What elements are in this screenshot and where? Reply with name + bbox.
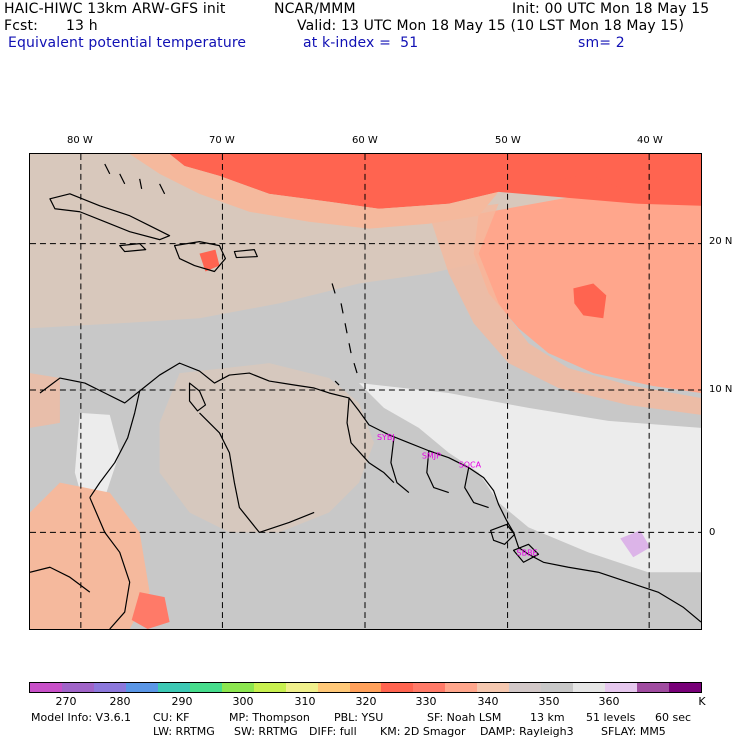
field-peach-west	[30, 373, 60, 428]
colorbar-tick: 340	[477, 695, 499, 708]
footer-mp: MP: Thompson	[229, 711, 310, 724]
colorbar-tick: 350	[538, 695, 560, 708]
lon-label: 70 W	[209, 135, 235, 146]
colorbar-tick: 270	[55, 695, 77, 708]
footer-sw: SW: RRTMG	[234, 725, 298, 738]
colorbar-swatch	[541, 683, 574, 692]
station-sbbe: SBBE	[517, 548, 538, 557]
colorbar	[29, 682, 702, 693]
field-light-band	[359, 383, 701, 573]
footer-diff: DIFF: full	[309, 725, 357, 738]
footer-lw: LW: RRTMG	[153, 725, 215, 738]
footer-damp: DAMP: Rayleigh3	[480, 725, 574, 738]
center-label: NCAR/MMM	[274, 1, 356, 17]
station-sybj: SYBJ	[377, 433, 395, 442]
colorbar-unit: K	[698, 695, 706, 708]
colorbar-swatch	[93, 683, 126, 692]
field-tan-land	[159, 363, 374, 533]
colorbar-swatch	[477, 683, 510, 692]
colorbar-tick: 360	[598, 695, 620, 708]
field-red-spot	[199, 249, 220, 272]
model-title: HAIC-HIWC 13km ARW-GFS init	[4, 1, 226, 17]
field-peach-land	[30, 482, 150, 629]
footer-resolution: 13 km	[530, 711, 565, 724]
colorbar-swatch	[573, 683, 606, 692]
footer-timestep: 60 sec	[655, 711, 692, 724]
colorbar-tick: 280	[109, 695, 131, 708]
colorbar-swatch	[605, 683, 638, 692]
init-time: Init: 00 UTC Mon 18 May 15	[512, 1, 710, 17]
colorbar-swatch	[221, 683, 254, 692]
footer-pbl: PBL: YSU	[334, 711, 384, 724]
colorbar-swatch	[317, 683, 350, 692]
station-labels: SYBJ SMJP SOCA SBBE	[377, 433, 538, 558]
lon-label: 60 W	[352, 135, 378, 146]
field-peach-east	[428, 203, 701, 415]
footer-sf: SF: Noah LSM	[427, 711, 502, 724]
forecast-label: Fcst:	[4, 18, 38, 34]
field-red-spot	[573, 283, 607, 319]
smoothing-label: sm= 2	[578, 35, 625, 51]
footer-levels: 51 levels	[586, 711, 636, 724]
station-smjp: SMJP	[422, 452, 441, 461]
colorbar-tick: 330	[415, 695, 437, 708]
lon-label: 50 W	[495, 135, 521, 146]
field-name: Equivalent potential temperature	[8, 35, 247, 51]
map-panel: SYBJ SMJP SOCA SBBE	[29, 153, 702, 630]
lat-label: 0	[709, 527, 716, 538]
colorbar-tick: 320	[355, 695, 377, 708]
colorbar-swatch	[253, 683, 286, 692]
colorbar-tick: 300	[232, 695, 254, 708]
forecast-hour: 13 h	[66, 18, 98, 34]
coastlines	[30, 163, 701, 629]
colorbar-swatch	[669, 683, 702, 692]
field-red-land	[131, 592, 170, 629]
field-peach-top	[129, 154, 499, 229]
colorbar-swatch	[285, 683, 318, 692]
lon-label: 80 W	[67, 135, 93, 146]
colorbar-swatch	[445, 683, 478, 692]
colorbar-tick: 290	[171, 695, 193, 708]
field-tan-north	[30, 154, 701, 329]
colorbar-swatch	[125, 683, 158, 692]
level-label: at k-index = 51	[303, 35, 419, 51]
field-lavender-spot	[620, 530, 651, 558]
footer-km: KM: 2D Smagor	[380, 725, 466, 738]
station-soca: SOCA	[459, 461, 482, 470]
colorbar-swatch	[381, 683, 414, 692]
lat-label: 20 N	[709, 236, 733, 247]
field-light-band-west	[74, 412, 120, 508]
lon-label: 40 W	[637, 135, 663, 146]
colorbar-swatch	[509, 683, 542, 692]
colorbar-swatch	[157, 683, 190, 692]
valid-time: Valid: 13 UTC Mon 18 May 15 (10 LST Mon …	[297, 18, 685, 34]
footer-sflay: SFLAY: MM5	[601, 725, 666, 738]
colorbar-swatch	[413, 683, 446, 692]
colorbar-swatch	[349, 683, 382, 692]
lat-label: 10 N	[709, 384, 733, 395]
colorbar-swatch	[61, 683, 94, 692]
field-red-spot	[538, 173, 629, 199]
colorbar-swatch	[189, 683, 222, 692]
footer-cu: CU: KF	[153, 711, 190, 724]
colorbar-swatch	[637, 683, 670, 692]
footer-model-info: Model Info: V3.6.1	[31, 711, 132, 724]
colorbar-tick: 310	[294, 695, 316, 708]
colorbar-swatch	[30, 683, 62, 692]
